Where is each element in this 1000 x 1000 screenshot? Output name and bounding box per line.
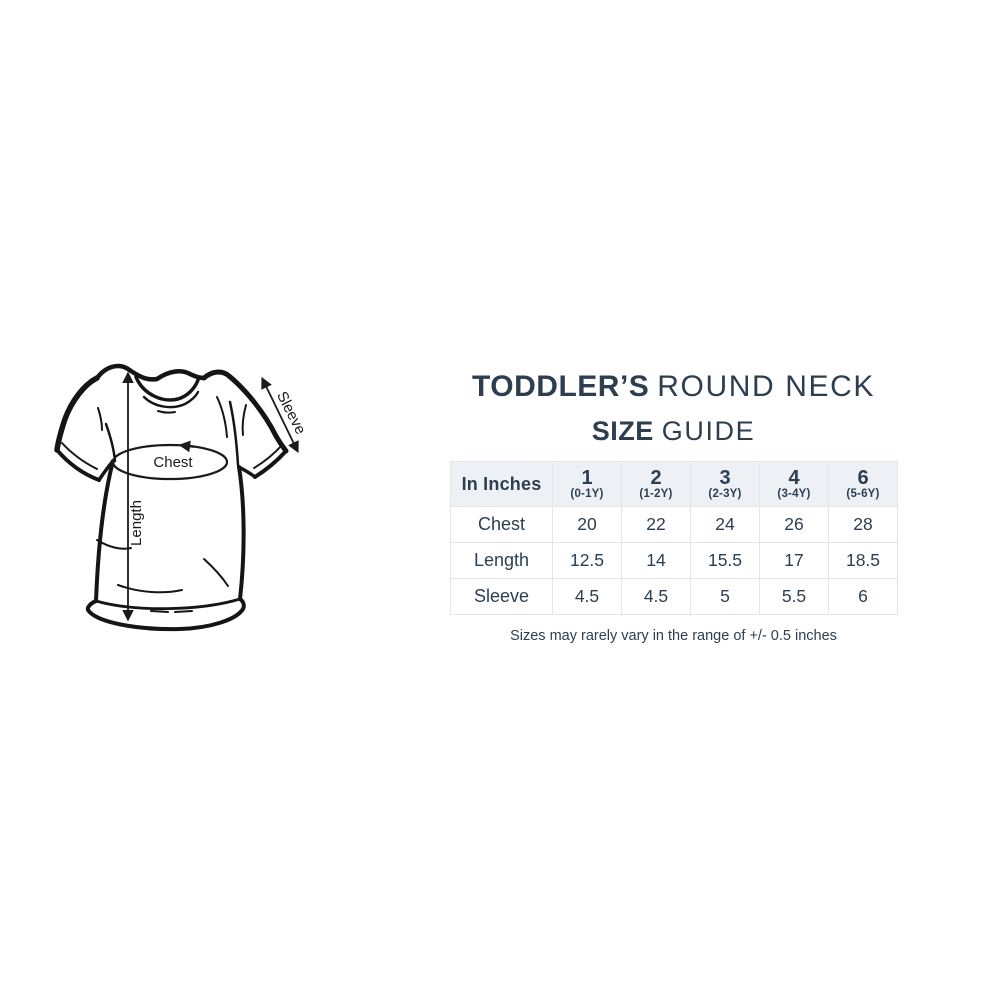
length-label: Length: [128, 500, 145, 546]
value-cell: 15.5: [690, 542, 760, 579]
size-column-header: 6 (5-6Y): [828, 461, 898, 507]
value-cell: 26: [759, 506, 829, 543]
size-number: 3: [719, 466, 731, 489]
value-cell: 17: [759, 542, 829, 579]
size-column-header: 3 (2-3Y): [690, 461, 760, 507]
size-age-range: (2-3Y): [708, 487, 742, 500]
title-light: ROUND NECK: [657, 370, 875, 403]
table-row-chest: Chest 20 22 24 26 28: [450, 506, 898, 543]
chest-label: Chest: [153, 454, 193, 471]
value-cell: 4.5: [552, 578, 622, 615]
size-age-range: (0-1Y): [570, 487, 604, 500]
chest-measure-ellipse: [111, 443, 229, 481]
value-cell: 24: [690, 506, 760, 543]
table-row-sleeve: Sleeve 4.5 4.5 5 5.5 6: [450, 578, 898, 615]
table-row-length: Length 12.5 14 15.5 17 18.5: [450, 542, 898, 579]
value-cell: 28: [828, 506, 898, 543]
size-column-header: 2 (1-2Y): [621, 461, 691, 507]
size-column-header: 1 (0-1Y): [552, 461, 622, 507]
tshirt-diagram: Chest Length Sleeve: [40, 350, 330, 650]
measurement-annotations: [111, 371, 299, 622]
sleeve-measure-arrow: [261, 376, 299, 454]
size-number: 6: [857, 466, 869, 489]
variance-note: Sizes may rarely vary in the range of +/…: [510, 628, 837, 644]
size-number: 4: [788, 466, 800, 489]
subtitle-bold: SIZE: [591, 416, 654, 446]
chest-measure-arrow: [178, 440, 195, 453]
value-cell: 12.5: [552, 542, 622, 579]
value-cell: 5: [690, 578, 760, 615]
size-guide-info: TODDLER’S ROUND NECK SIZE GUIDE In Inches …: [450, 371, 898, 645]
size-number: 1: [581, 466, 593, 489]
row-label: Sleeve: [450, 578, 553, 615]
value-cell: 14: [621, 542, 691, 579]
value-cell: 22: [621, 506, 691, 543]
unit-header-cell: In Inches: [450, 461, 553, 507]
size-column-header: 4 (3-4Y): [759, 461, 829, 507]
row-label: Chest: [450, 506, 553, 543]
tshirt-collar: [134, 375, 200, 414]
tshirt-outline: [54, 363, 289, 632]
size-number: 2: [650, 466, 662, 489]
size-age-range: (1-2Y): [639, 487, 673, 500]
value-cell: 18.5: [828, 542, 898, 579]
page-subtitle: SIZE GUIDE: [450, 417, 897, 445]
value-cell: 20: [552, 506, 622, 543]
size-age-range: (5-6Y): [846, 487, 880, 500]
size-age-range: (3-4Y): [777, 487, 811, 500]
title-bold: TODDLER’S: [472, 370, 650, 403]
size-table: In Inches 1 (0-1Y) 2 (1-2Y) 3 (2-3Y) 4: [450, 461, 898, 615]
value-cell: 4.5: [621, 578, 691, 615]
subtitle-light: GUIDE: [661, 416, 756, 446]
row-label: Length: [450, 542, 553, 579]
value-cell: 5.5: [759, 578, 829, 615]
value-cell: 6: [828, 578, 898, 615]
tshirt-sketch-svg: Chest Length Sleeve: [54, 363, 309, 632]
size-table-header-row: In Inches 1 (0-1Y) 2 (1-2Y) 3 (2-3Y) 4: [450, 461, 898, 507]
page-title: TODDLER’S ROUND NECK: [450, 371, 897, 403]
